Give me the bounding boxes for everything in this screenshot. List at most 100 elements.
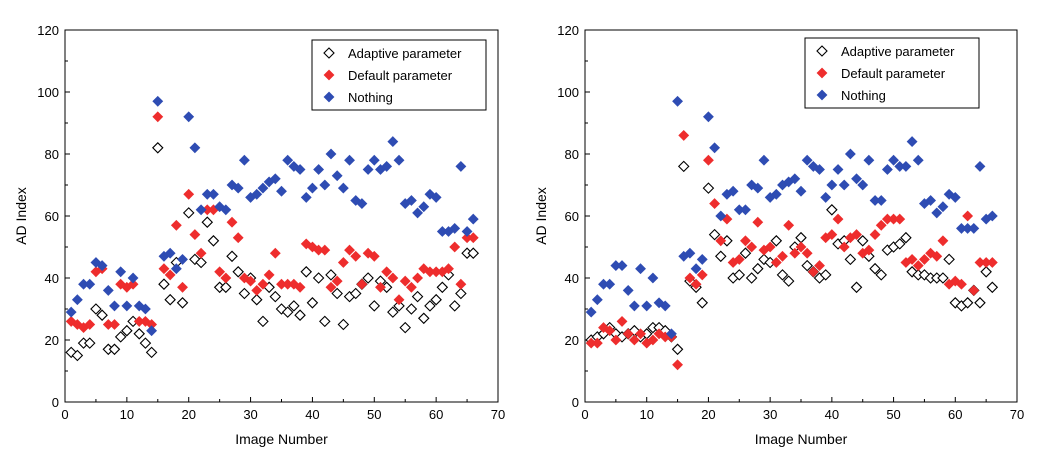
data-point (152, 142, 164, 154)
legend-marker (323, 47, 335, 59)
data-point (986, 257, 998, 268)
data-point (733, 253, 745, 265)
data-point (182, 207, 195, 219)
data-point (894, 213, 906, 225)
data-point (405, 303, 418, 315)
data-point (269, 173, 281, 185)
data-point (449, 241, 461, 253)
data-point (232, 266, 244, 278)
data-point (325, 281, 337, 293)
data-point (986, 281, 999, 294)
data-point (214, 266, 226, 278)
data-point (770, 235, 783, 247)
x-tick-label: 0 (61, 407, 68, 422)
data-point (635, 328, 646, 340)
data-point (610, 334, 622, 346)
data-point (857, 179, 869, 191)
data-point (789, 173, 801, 185)
y-tick-label: 20 (45, 333, 59, 348)
data-point (875, 269, 888, 281)
data-point (641, 300, 653, 312)
data-point (801, 247, 813, 259)
legend-marker (323, 91, 335, 103)
data-point (245, 275, 256, 287)
data-point (375, 281, 386, 293)
data-point (943, 253, 955, 266)
legend-marker (323, 69, 335, 81)
chart-right: 0 10 20 30 40 50 60 70 0 20 40 60 80 100 120 Image Numb… (533, 23, 1024, 447)
data-point (746, 179, 758, 191)
data-point (411, 290, 424, 303)
data-point (226, 216, 238, 228)
data-point (906, 136, 918, 148)
data-point (152, 111, 164, 123)
data-point (257, 278, 269, 290)
data-point (208, 188, 219, 200)
data-point (690, 278, 702, 290)
x-tick-label: 50 (886, 407, 900, 422)
data-point (677, 160, 690, 173)
data-point (356, 198, 368, 210)
data-point (919, 253, 930, 265)
data-point (628, 334, 640, 346)
data-point (319, 315, 331, 328)
data-point (387, 306, 399, 318)
data-point (869, 262, 881, 275)
series-1 (585, 129, 998, 371)
data-point (703, 111, 714, 123)
data-point (801, 154, 813, 166)
data-point (931, 250, 943, 262)
data-point (300, 266, 313, 278)
data-point (257, 315, 269, 328)
data-point (368, 300, 381, 312)
data-point (925, 195, 937, 206)
data-point (96, 309, 108, 321)
data-point (746, 241, 758, 253)
data-point (220, 204, 232, 216)
data-point (448, 300, 461, 312)
data-point (294, 309, 306, 321)
data-point (986, 210, 998, 222)
data-point (795, 241, 807, 253)
data-point (109, 319, 120, 330)
data-point (362, 164, 374, 175)
data-point (659, 300, 671, 312)
data-point (807, 160, 819, 172)
data-point (684, 272, 696, 284)
data-point (783, 219, 795, 231)
data-point (875, 195, 887, 206)
data-point (740, 204, 751, 216)
x-tick-label: 70 (491, 407, 505, 422)
chart-left: 0 10 20 30 40 50 60 70 0 20 40 60 80 100 120 Image Numb… (13, 23, 505, 447)
data-point (727, 185, 739, 197)
data-point (696, 253, 708, 265)
data-point (430, 293, 442, 306)
data-point (702, 182, 715, 194)
data-point (350, 250, 362, 262)
x-tick-label: 40 (305, 407, 319, 422)
data-point (715, 210, 727, 222)
data-point (238, 287, 251, 300)
data-point (764, 241, 776, 253)
data-point (189, 229, 201, 241)
data-point (598, 322, 609, 334)
data-point (251, 188, 263, 200)
data-point (832, 164, 844, 175)
y-axis-label: AD Index (13, 187, 29, 245)
x-tick-label: 60 (429, 407, 443, 422)
data-point (232, 232, 244, 244)
data-point (387, 136, 399, 148)
data-point (405, 195, 417, 206)
data-point (814, 164, 825, 175)
x-tick-label: 50 (367, 407, 381, 422)
data-point (709, 198, 721, 210)
data-point (758, 154, 770, 166)
data-point (696, 269, 708, 281)
data-point (826, 179, 838, 191)
x-tick-label: 10 (639, 407, 653, 422)
data-point (121, 300, 133, 312)
data-point (189, 142, 201, 154)
data-point (467, 213, 479, 225)
data-point (937, 272, 949, 284)
data-point (356, 278, 368, 290)
